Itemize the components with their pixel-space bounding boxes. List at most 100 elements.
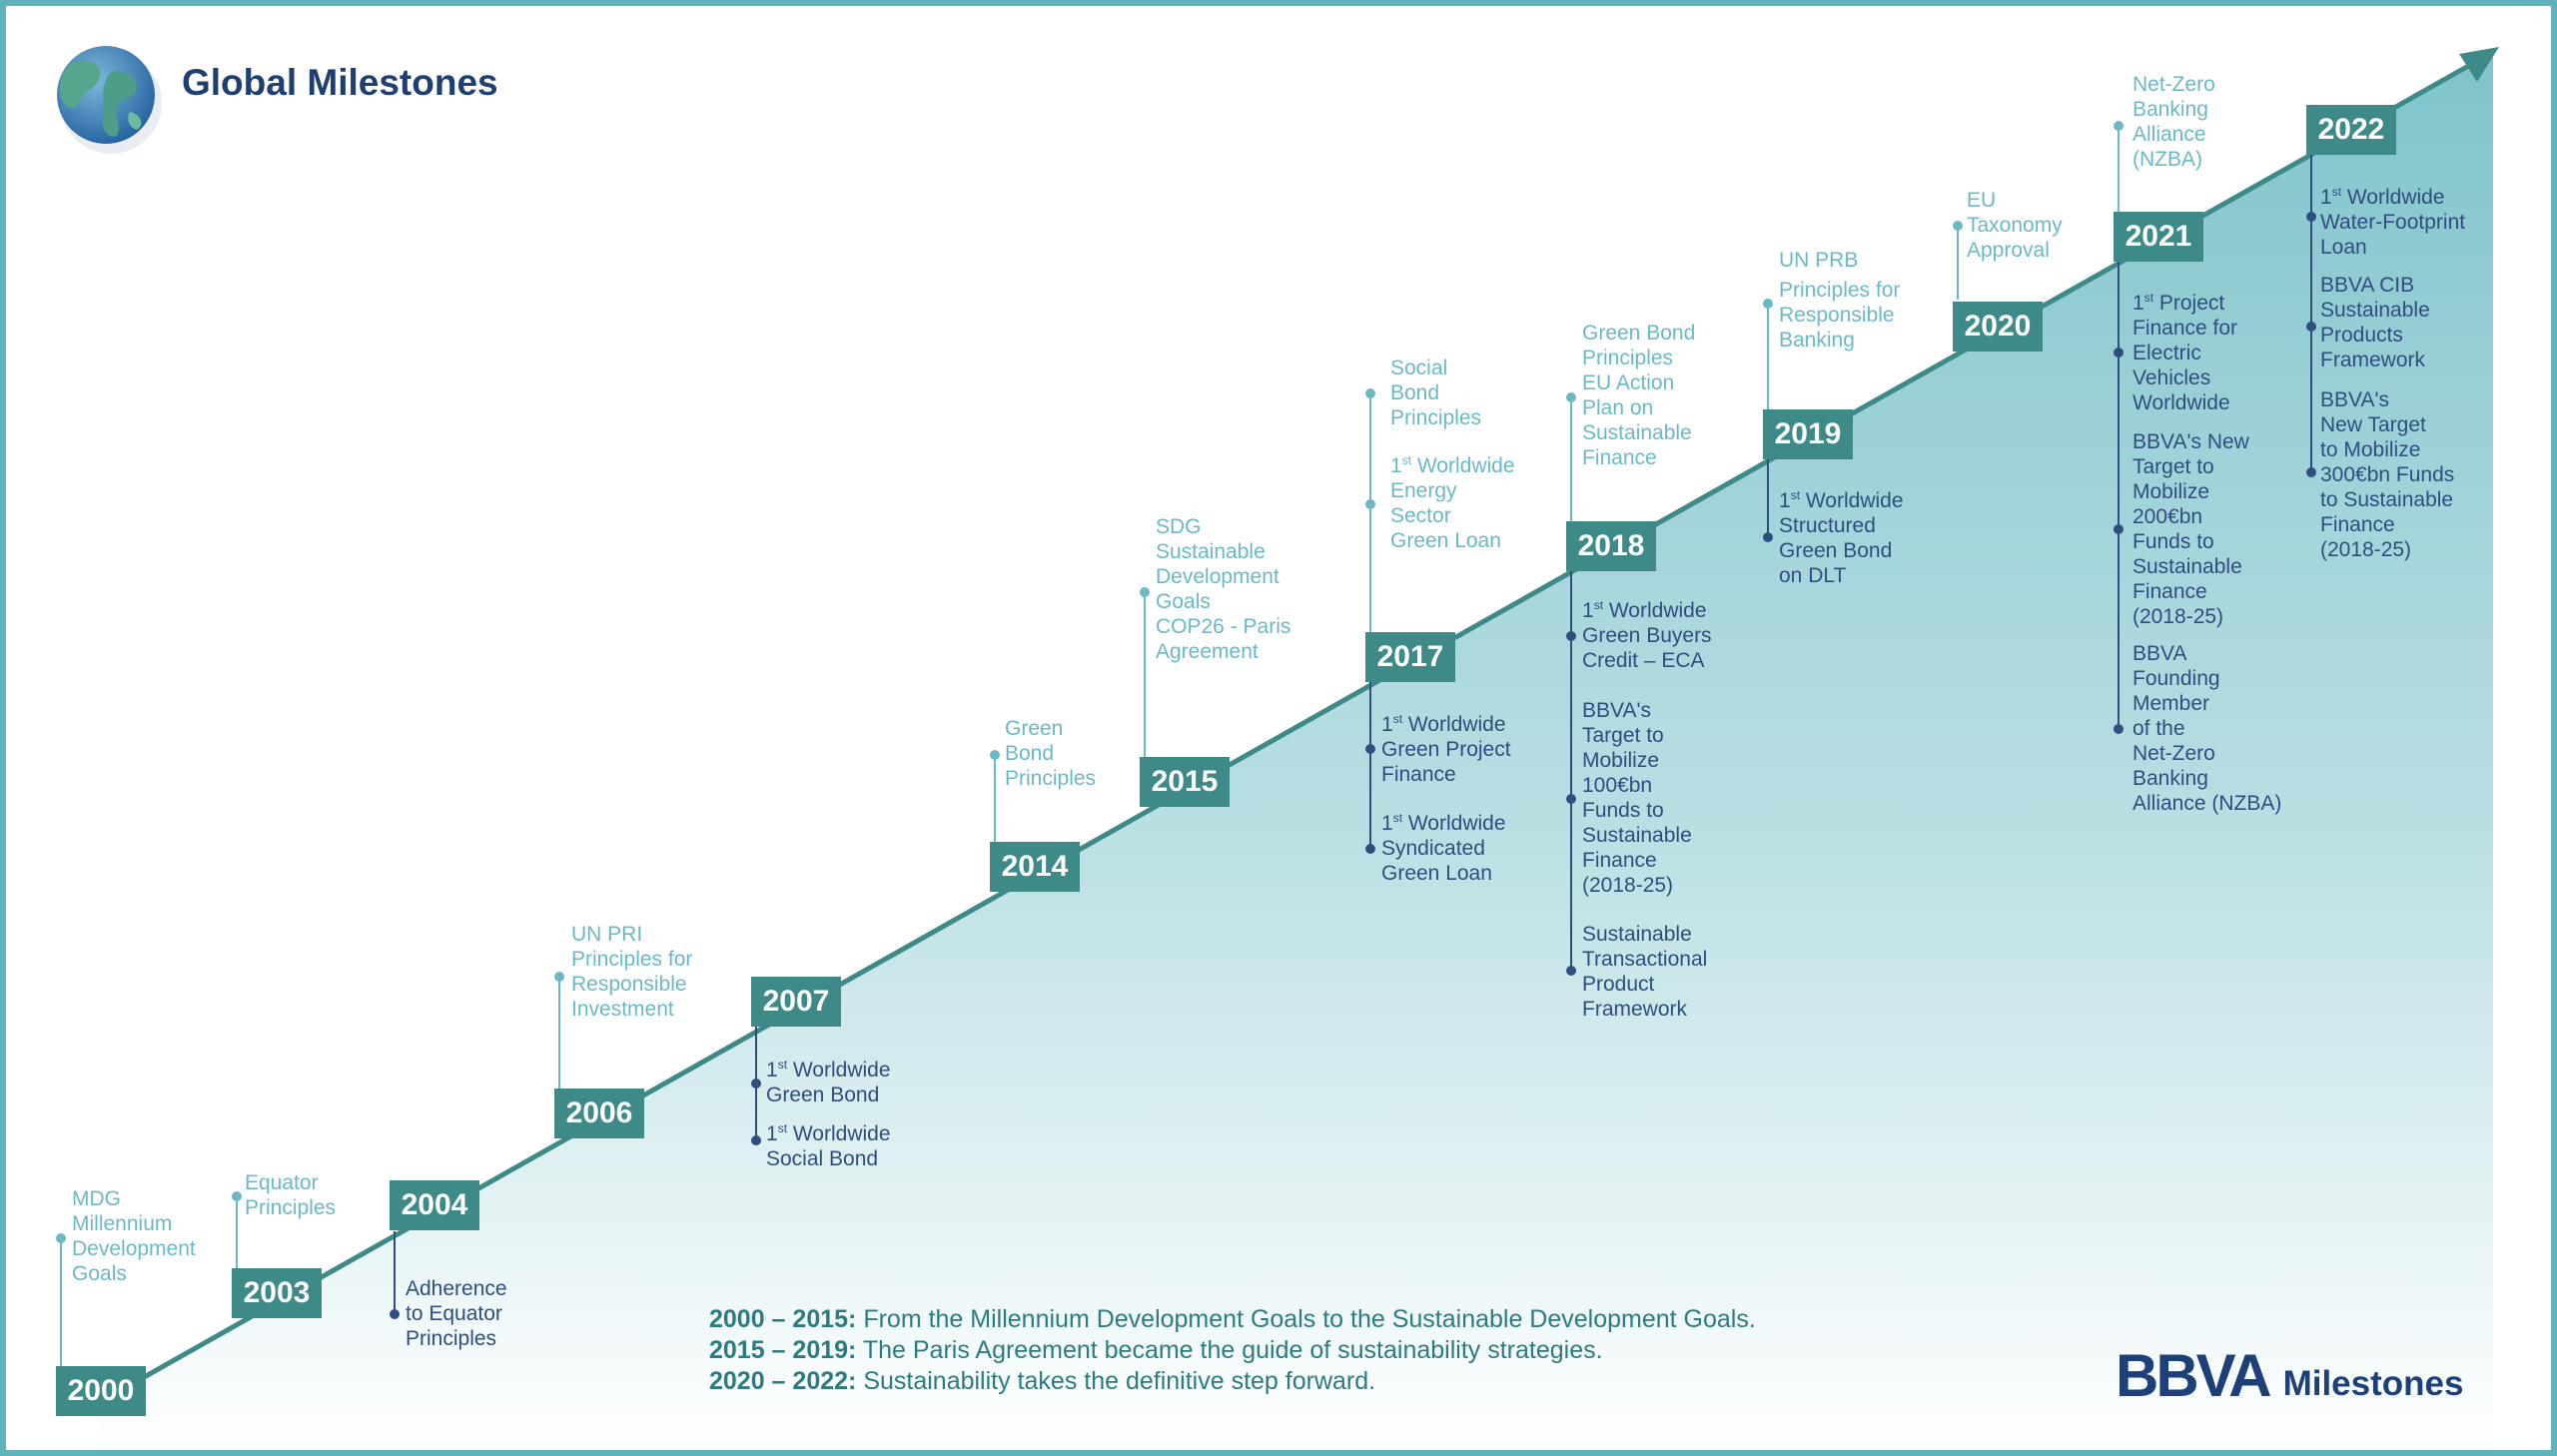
milestone-line: Funds to — [2132, 530, 2214, 553]
milestone-line: Principles — [1005, 767, 1097, 790]
milestone-line: Electric — [2132, 342, 2201, 364]
milestone-line: 200€bn — [2132, 505, 2203, 528]
milestone-line: Equator — [245, 1171, 319, 1194]
milestone-line: Banking — [1779, 329, 1855, 352]
milestone-line: Transactional — [1582, 948, 1708, 971]
milestone-line: Principles — [1582, 347, 1674, 369]
milestone-line: Responsible — [1779, 304, 1895, 327]
milestone-line: Principles for — [1779, 279, 1901, 302]
milestone-line: Bond — [1390, 381, 1440, 404]
year-label-2007: 2007 — [751, 977, 841, 1027]
milestone-nzba: Net-Zero Banking Alliance (NZBA) — [2132, 72, 2215, 172]
milestone-social-bond-principles: Social Bond Principles — [1390, 356, 1481, 430]
milestone-line: 1st Worldwide — [1582, 598, 1707, 622]
milestone-line: Alliance — [2132, 123, 2206, 146]
milestone-line: 300€bn Funds — [2320, 463, 2455, 486]
milestone-line: Product — [1582, 973, 1655, 996]
milestone-energy-green-loan: 1st Worldwide Energy Sector Green Loan — [1390, 453, 1515, 553]
milestone-line: Vehicles — [2132, 366, 2211, 389]
milestone-first-green-bond: 1st Worldwide Green Bond — [766, 1058, 891, 1107]
milestone-line: Green Project — [1381, 738, 1511, 761]
milestone-transactional-framework: Sustainable Transactional Product Framework — [1582, 922, 1707, 1022]
milestone-line: Principles — [406, 1327, 497, 1350]
milestone-line: Funds to — [1582, 799, 1664, 822]
milestone-line: Member — [2132, 692, 2210, 715]
milestone-line: Banking — [2132, 767, 2208, 790]
milestone-eu-action-plan: Green Bond Principles EU Action Plan on Sust… — [1582, 321, 1695, 470]
milestone-green-bond-dlt: 1st Worldwide Structured Green Bond on DLT — [1779, 488, 1904, 588]
milestone-target-100bn: BBVA's Target to Mobilize 100€bn Funds to Sus… — [1582, 698, 1692, 898]
milestone-line: on DLT — [1779, 564, 1847, 587]
milestone-line: Agreement — [1156, 640, 1259, 663]
milestone-line: Social Bond — [766, 1147, 879, 1170]
milestone-line: Alliance (NZBA) — [2132, 792, 2282, 815]
milestone-line: of the — [2132, 717, 2185, 740]
milestone-line: Goals — [1156, 590, 1211, 613]
milestone-line: UN PRI — [571, 923, 643, 946]
milestone-line: 1st Worldwide — [1381, 712, 1506, 736]
milestone-water-footprint-loan: 1st Worldwide Water-Footprint Loan — [2320, 185, 2465, 260]
year-label-2021: 2021 — [2114, 212, 2203, 262]
period-line: 2020 – 2022: Sustainability takes the de… — [709, 1367, 1376, 1395]
milestone-line: EU — [1967, 189, 1997, 212]
milestone-line: Net-Zero — [2132, 742, 2215, 765]
milestone-line: 100€bn — [1582, 774, 1653, 797]
milestone-line: Green Bond — [1582, 322, 1696, 345]
milestone-line: Target to — [1582, 724, 1664, 747]
milestone-line: Green Bond — [1779, 539, 1893, 562]
milestone-line: 1st Worldwide — [2320, 185, 2445, 209]
milestone-line: Principles — [1390, 406, 1482, 429]
milestone-line: SDG — [1156, 515, 1202, 538]
milestone-line: to Sustainable — [2320, 488, 2454, 511]
milestone-green-project-finance: 1st Worldwide Green Project Finance — [1381, 712, 1511, 787]
milestone-line: Products — [2320, 324, 2403, 347]
milestone-line: Credit – ECA — [1582, 649, 1705, 672]
milestone-line: Sustainable — [1582, 421, 1692, 444]
milestone-line: Sustainable — [2320, 299, 2430, 322]
year-label-2000: 2000 — [56, 1366, 146, 1416]
milestone-line: Responsible — [571, 973, 687, 996]
milestone-line: Target to — [2132, 455, 2214, 478]
milestone-line: Framework — [1582, 998, 1688, 1021]
milestone-line: Framework — [2320, 349, 2426, 371]
milestone-line: Sustainable — [1582, 824, 1692, 847]
year-label-2018: 2018 — [1566, 521, 1656, 571]
milestone-line: Syndicated — [1381, 837, 1485, 860]
brand-logo: BBVA Milestones — [2116, 1342, 2463, 1409]
milestone-line: Approval — [1967, 239, 2050, 262]
year-label-2015: 2015 — [1140, 757, 1230, 807]
milestone-line: Mobilize — [1582, 749, 1660, 772]
year-label-2003: 2003 — [232, 1268, 322, 1318]
bbva-logo: BBVA — [2116, 1342, 2272, 1409]
milestone-line: Green Loan — [1381, 862, 1492, 885]
milestone-eu-taxonomy: EU Taxonomy Approval — [1967, 188, 2063, 263]
milestone-line: (2018-25) — [2132, 605, 2224, 628]
milestone-adherence-equator: Adherence to Equator Principles — [406, 1276, 507, 1351]
milestone-line: Finance — [2320, 513, 2395, 536]
year-label-2004: 2004 — [390, 1180, 479, 1230]
milestone-line: BBVA's — [2320, 388, 2389, 411]
milestone-target-300bn: BBVA's New Target to Mobilize 300€bn Funds t… — [2320, 387, 2454, 562]
milestone-line: 1st Worldwide — [766, 1121, 891, 1145]
milestone-line: Finance — [2132, 580, 2207, 603]
timeline-diagonal — [98, 57, 2481, 1405]
milestone-un-prb: UN PRB — [1779, 248, 1858, 273]
milestone-line: Sector — [1390, 504, 1451, 527]
milestone-line: Plan on — [1582, 396, 1654, 419]
milestone-line: Principles — [245, 1196, 337, 1219]
connector-dots — [56, 121, 2316, 1319]
milestone-green-buyers-credit: 1st Worldwide Green Buyers Credit – ECA — [1582, 598, 1712, 673]
milestone-line: Adherence — [406, 1277, 507, 1300]
milestone-line: Mobilize — [2132, 480, 2210, 503]
year-label-2006: 2006 — [554, 1089, 644, 1138]
milestone-line: Finance — [1582, 849, 1657, 872]
year-label-2014: 2014 — [990, 842, 1080, 892]
milestone-line: to Mobilize — [2320, 438, 2421, 461]
milestone-line: 1st Worldwide — [1390, 453, 1515, 477]
milestone-syndicated-green-loan: 1st Worldwide Syndicated Green Loan — [1381, 811, 1506, 886]
milestone-line: Green — [1005, 717, 1064, 740]
milestone-line: EU Action — [1582, 371, 1675, 394]
milestone-line: Founding — [2132, 667, 2220, 690]
milestone-nzba-founding-member: BBVA Founding Member of the Net-Zero Banking A… — [2132, 641, 2281, 816]
arrow-head-icon — [2459, 47, 2499, 82]
